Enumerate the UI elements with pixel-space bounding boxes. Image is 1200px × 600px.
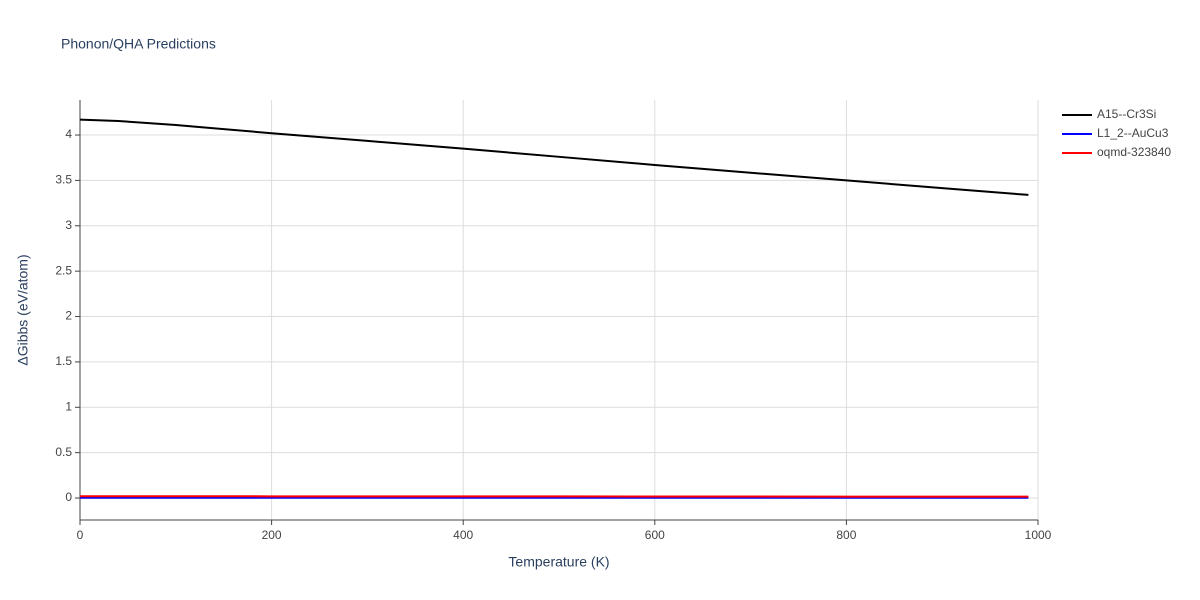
y-tick-label: 1 [65, 399, 72, 413]
legend-label: oqmd-323840 [1097, 145, 1171, 159]
y-tick-label: 0.5 [55, 445, 72, 459]
x-tick-label: 1000 [1025, 528, 1052, 542]
x-axis-label: Temperature (K) [508, 554, 609, 570]
x-tick-label: 600 [645, 528, 665, 542]
y-tick-label: 3.5 [55, 173, 72, 187]
x-tick-label: 0 [77, 528, 84, 542]
y-tick-label: 1.5 [55, 354, 72, 368]
x-tick-label: 200 [262, 528, 282, 542]
series-line [79, 118, 1029, 196]
x-tick-label: 400 [453, 528, 473, 542]
x-tick-label: 800 [836, 528, 856, 542]
legend-label: A15--Cr3Si [1097, 107, 1156, 121]
y-tick-label: 2 [65, 309, 72, 323]
y-tick-label: 3 [65, 218, 72, 232]
y-tick-label: 4 [65, 127, 72, 141]
chart-title: Phonon/QHA Predictions [61, 36, 216, 52]
y-tick-label: 2.5 [55, 263, 72, 277]
legend-label: L1_2--AuCu3 [1097, 126, 1169, 140]
y-axis-label: ΔGibbs (eV/atom) [15, 254, 31, 365]
y-tick-label: 0 [65, 490, 72, 504]
